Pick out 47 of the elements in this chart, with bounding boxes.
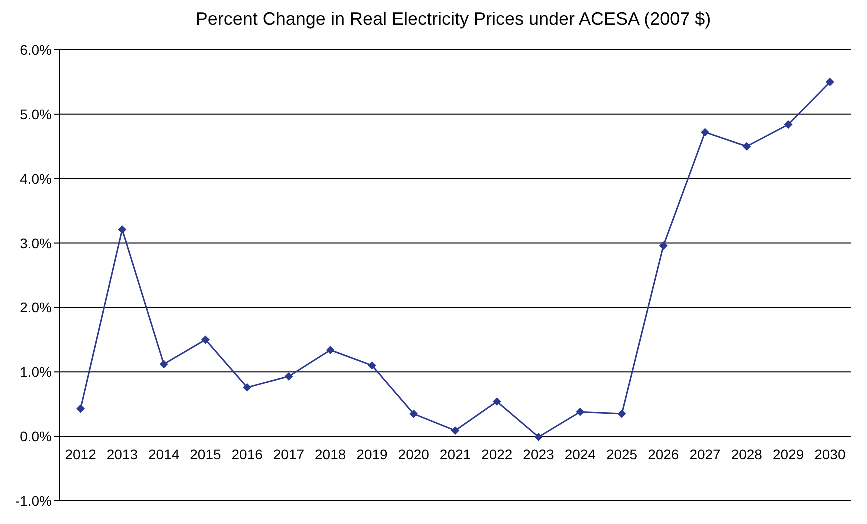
point [410,410,418,418]
y-tick-label: 6.0% [20,42,52,58]
point [452,426,460,435]
point [618,410,626,418]
point [368,362,376,370]
point [118,226,126,234]
y-tick-label: 4.0% [20,170,52,187]
point [243,384,252,392]
point [784,120,793,129]
point [76,404,85,413]
point [660,242,668,250]
y-tick-label: 1.0% [20,364,52,380]
point [326,346,335,354]
x-tick-label: 2014 [148,446,180,463]
x-tick-label: 2023 [523,446,555,463]
x-tick-label: 2027 [690,446,722,463]
chart-title: Percent Change in Real Electricity Prices under ACESA (2007 $) [194,8,712,31]
x-tick-label: 2022 [482,446,513,463]
point [284,372,293,381]
x-tick-label: 2016 [232,446,264,463]
point [160,360,168,368]
x-tick-label: 2017 [273,446,305,463]
x-tick-label: 2021 [440,446,472,463]
x-tick-label: 2018 [315,446,346,463]
x-tick-label: 2029 [772,446,804,463]
point [701,128,710,136]
x-tick-label: 2030 [814,446,846,463]
x-tick-label: 2024 [564,446,596,463]
y-tick-label: 3.0% [20,235,52,252]
x-tick-label: 2013 [106,446,138,463]
point [742,142,751,151]
point [493,398,502,406]
x-tick-label: 2025 [606,446,638,463]
x-tick-label: 2015 [190,446,222,463]
point [826,78,834,86]
y-tick-label: 0.0% [20,428,52,445]
point [576,408,584,416]
x-tick-label: 2019 [356,446,388,463]
x-tick-label: 2026 [648,446,680,463]
y-tick-label: 2.0% [20,300,52,316]
y-tick-label: 5.0% [20,106,52,122]
point [202,336,210,344]
point [534,433,543,442]
x-tick-label: 2012 [65,446,97,463]
y-tick-label: -1.0% [15,492,52,509]
x-tick-label: 2028 [731,446,763,463]
x-tick-label: 2020 [398,446,430,463]
